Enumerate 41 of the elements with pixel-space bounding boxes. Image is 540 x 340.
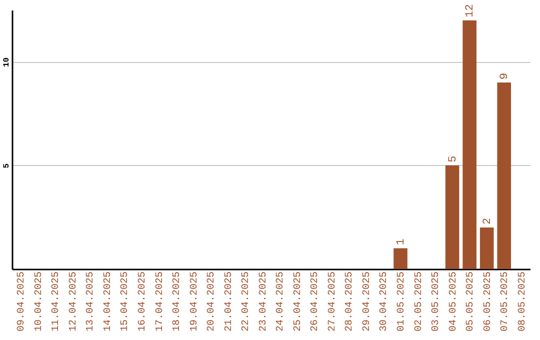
x-tick-label: 05.05.2025 <box>466 272 477 332</box>
x-tick-label: 15.04.2025 <box>120 272 132 332</box>
bar <box>462 20 476 269</box>
x-tick-label: 07.05.2025 <box>500 272 512 332</box>
bar <box>497 82 512 269</box>
bar <box>480 228 494 269</box>
x-tick-label: 01.05.2025 <box>396 272 408 332</box>
x-tick-label: 14.04.2025 <box>102 272 114 332</box>
x-tick-label: 27.04.2025 <box>327 272 338 332</box>
bar <box>445 165 460 269</box>
x-tick-label: 21.04.2025 <box>224 272 235 332</box>
data-label: 1 <box>396 238 408 246</box>
x-tick-label: 13.04.2025 <box>86 272 97 332</box>
bar <box>394 248 408 269</box>
data-label: 12 <box>464 4 477 18</box>
x-tick-label: 30.04.2025 <box>379 272 390 332</box>
x-tick-label: 10.04.2025 <box>34 272 45 332</box>
x-tick-label: 16.04.2025 <box>138 272 148 332</box>
x-tick-label: 12.04.2025 <box>68 272 80 332</box>
data-label: 5 <box>447 156 460 162</box>
x-tick-label: 06.05.2025 <box>482 272 494 332</box>
x-tick-label: 25.04.2025 <box>292 272 304 332</box>
x-tick-label: 11.04.2025 <box>51 272 62 332</box>
x-tick-label: 17.04.2025 <box>154 272 166 332</box>
x-tick-label: 03.05.2025 <box>431 272 442 332</box>
x-tick-label: 20.04.2025 <box>206 272 218 332</box>
x-tick-label: 19.04.2025 <box>189 272 200 332</box>
data-label: 2 <box>482 218 494 225</box>
data-label: 9 <box>499 72 512 80</box>
x-tick-label: 08.05.2025 <box>517 272 528 332</box>
x-tick-label: 04.05.2025 <box>448 272 460 332</box>
x-tick-label: 24.04.2025 <box>276 272 287 332</box>
x-tick-label: 02.05.2025 <box>414 272 425 332</box>
x-tick-label: 26.04.2025 <box>310 272 322 332</box>
x-tick-label: 18.04.2025 <box>172 272 184 332</box>
x-tick-label: 28.04.2025 <box>344 272 356 332</box>
y-tick-label: 10 <box>2 57 12 68</box>
x-tick-label: 09.04.2025 <box>16 272 28 332</box>
x-tick-label: 22.04.2025 <box>241 272 252 332</box>
x-tick-label: 23.04.2025 <box>258 272 270 332</box>
x-tick-label: 29.04.2025 <box>362 272 373 332</box>
